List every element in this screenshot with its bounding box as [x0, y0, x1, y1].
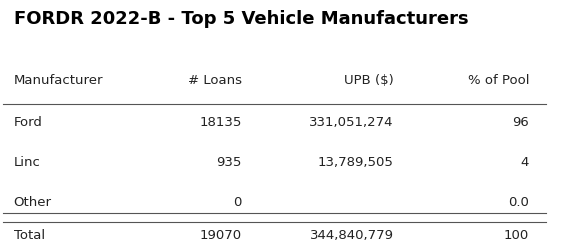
- Text: Linc: Linc: [14, 156, 40, 169]
- Text: Ford: Ford: [14, 116, 43, 129]
- Text: FORDR 2022-B - Top 5 Vehicle Manufacturers: FORDR 2022-B - Top 5 Vehicle Manufacture…: [14, 10, 469, 28]
- Text: 344,840,779: 344,840,779: [310, 229, 393, 242]
- Text: 4: 4: [521, 156, 529, 169]
- Text: 935: 935: [216, 156, 242, 169]
- Text: UPB ($): UPB ($): [344, 74, 393, 87]
- Text: 0.0: 0.0: [508, 196, 529, 209]
- Text: 19070: 19070: [200, 229, 242, 242]
- Text: 18135: 18135: [199, 116, 242, 129]
- Text: Manufacturer: Manufacturer: [14, 74, 103, 87]
- Text: Total: Total: [14, 229, 45, 242]
- Text: # Loans: # Loans: [188, 74, 242, 87]
- Text: Other: Other: [14, 196, 52, 209]
- Text: 13,789,505: 13,789,505: [317, 156, 393, 169]
- Text: 0: 0: [233, 196, 242, 209]
- Text: % of Pool: % of Pool: [468, 74, 529, 87]
- Text: 100: 100: [504, 229, 529, 242]
- Text: 331,051,274: 331,051,274: [309, 116, 393, 129]
- Text: 96: 96: [512, 116, 529, 129]
